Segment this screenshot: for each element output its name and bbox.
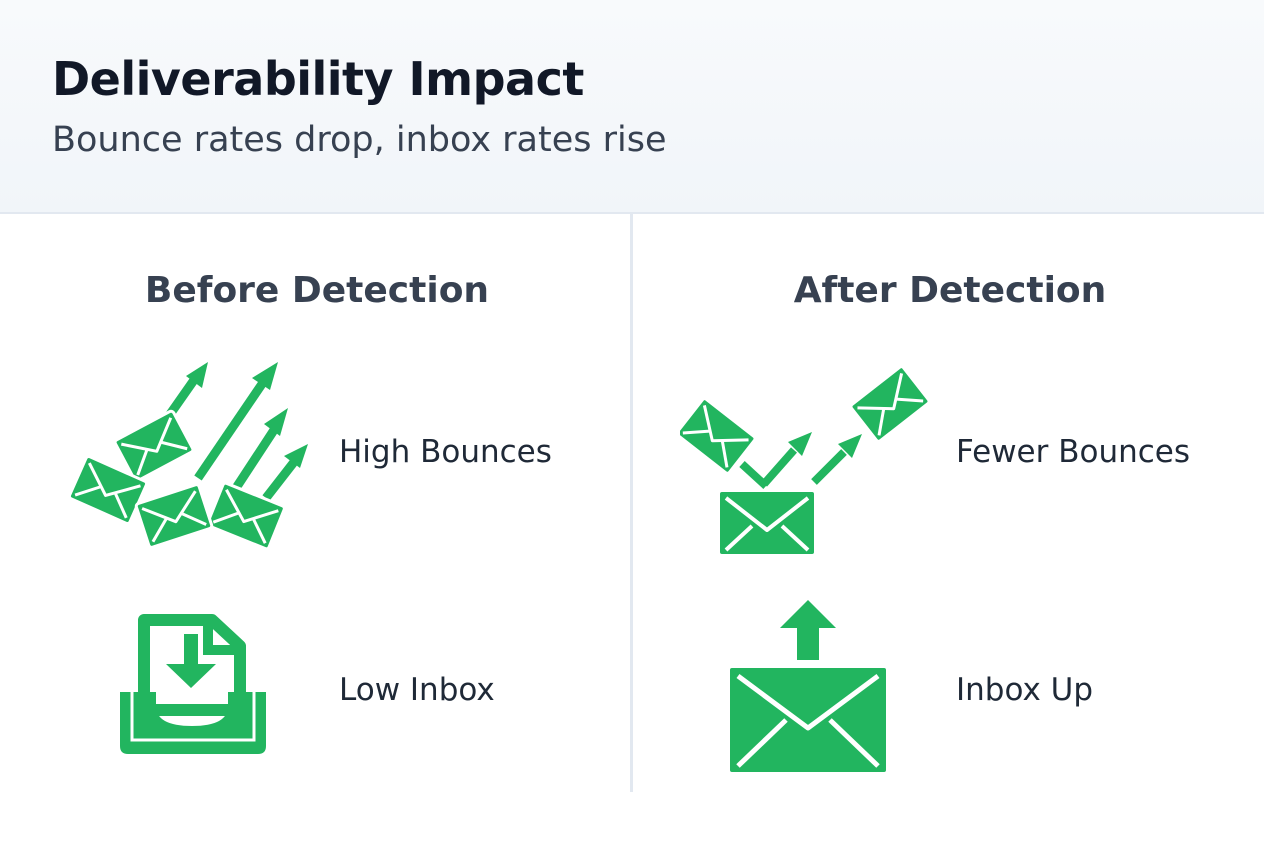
- low-inbox-label: Low Inbox: [339, 672, 495, 708]
- inbox-tray-icon: [120, 614, 266, 754]
- inbox-up-label: Inbox Up: [956, 672, 1094, 708]
- before-heading: Before Detection: [144, 270, 490, 311]
- page-title: Deliverability Impact: [52, 52, 584, 106]
- after-heading: After Detection: [793, 270, 1107, 311]
- column-divider: [630, 214, 633, 792]
- bouncing-envelopes-icon: [66, 362, 308, 552]
- header-band: Deliverability Impact Bounce rates drop,…: [0, 0, 1264, 214]
- few-bouncing-envelopes-icon: [680, 364, 932, 554]
- fewer-bounces-label: Fewer Bounces: [956, 434, 1191, 470]
- high-bounces-label: High Bounces: [339, 434, 552, 470]
- envelope-up-arrow-icon: [730, 600, 886, 772]
- page-subtitle: Bounce rates drop, inbox rates rise: [52, 120, 667, 160]
